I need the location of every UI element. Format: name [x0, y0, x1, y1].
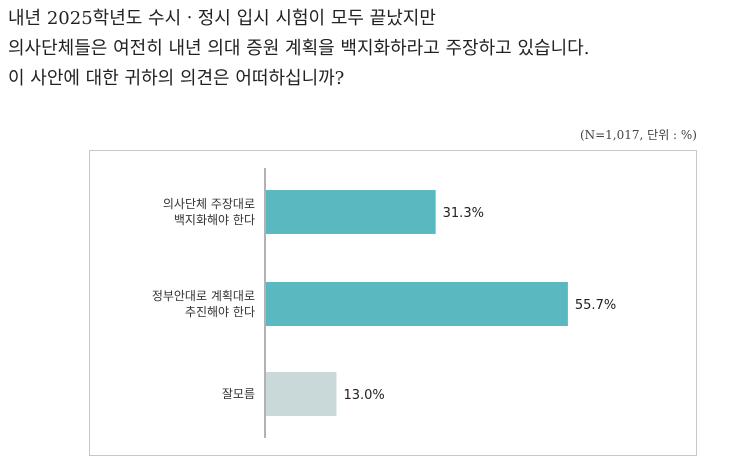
value-label-1: 31.3%	[443, 206, 484, 221]
bar-1	[266, 190, 436, 234]
category-label-1-line-1: 의사단체 주장대로	[163, 197, 255, 211]
question-line-1: 내년 2025학년도 수시ㆍ정시 입시 시험이 모두 끝났지만	[8, 8, 436, 29]
value-label-3: 13.0%	[343, 388, 384, 403]
bar-3	[266, 372, 337, 416]
category-label-2-line-1: 정부안대로 계획대로	[152, 289, 255, 303]
category-label-2-line-2: 추진해야 한다	[185, 305, 255, 319]
question-line-2: 의사단체들은 여전히 내년 의대 증원 계획을 백지화하라고 주장하고 있습니다…	[8, 38, 590, 59]
category-label-3-line-1: 잘모름	[222, 387, 255, 401]
bar-2	[266, 282, 568, 326]
category-label-1-line-2: 백지화해야 한다	[174, 213, 255, 227]
survey-question: 내년 2025학년도 수시ㆍ정시 입시 시험이 모두 끝났지만 의사단체들은 여…	[8, 4, 738, 94]
value-label-2: 55.7%	[575, 298, 616, 313]
question-line-3: 이 사안에 대한 귀하의 의견은 어떠하십니까?	[8, 68, 345, 89]
chart-frame	[89, 150, 697, 456]
sample-size-note: (N=1,017, 단위 : %)	[579, 128, 697, 142]
